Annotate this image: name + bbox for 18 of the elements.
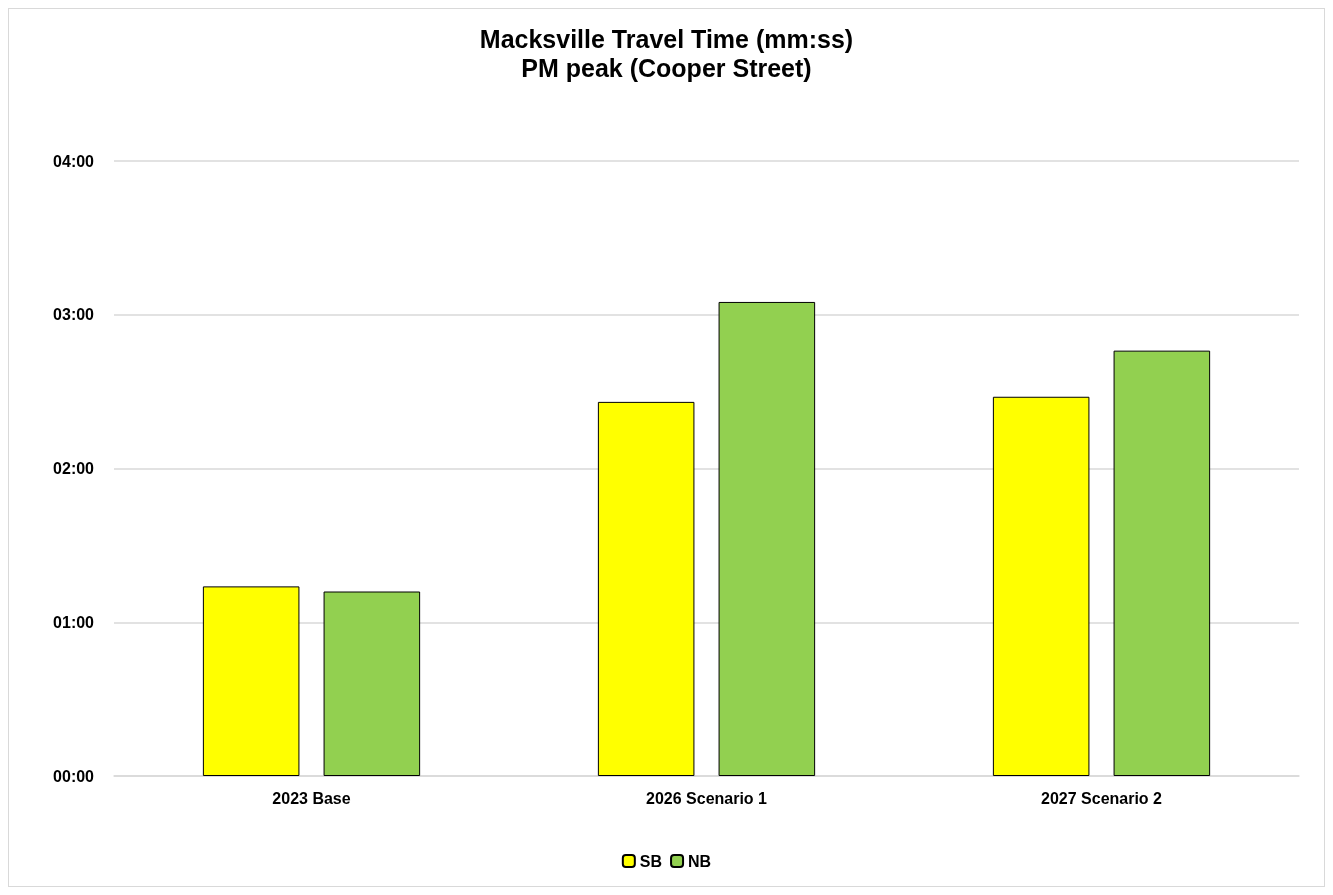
bar <box>597 401 695 776</box>
bar <box>718 301 816 776</box>
y-tick-label: 02:00 <box>53 460 95 477</box>
y-tick-label: 03:00 <box>53 306 95 324</box>
legend-label: SB <box>639 852 663 870</box>
bar <box>323 591 421 776</box>
y-tick-label: 01:00 <box>53 613 95 631</box>
x-tick-label: 2027 Scenario 2 <box>1041 789 1163 807</box>
bar <box>1113 350 1211 776</box>
chart-subtitle: PM peak (Cooper Street) <box>521 53 812 82</box>
y-tick-label: 00:00 <box>53 767 95 785</box>
chart-title: Macksville Travel Time (mm:ss) <box>479 24 854 53</box>
x-tick-label: 2023 Base <box>272 789 351 807</box>
bar <box>202 586 300 776</box>
legend-label: NB <box>688 852 712 870</box>
y-tick-label: 04:00 <box>53 152 95 170</box>
x-tick-label: 2026 Scenario 1 <box>646 789 768 807</box>
bar <box>992 396 1090 776</box>
